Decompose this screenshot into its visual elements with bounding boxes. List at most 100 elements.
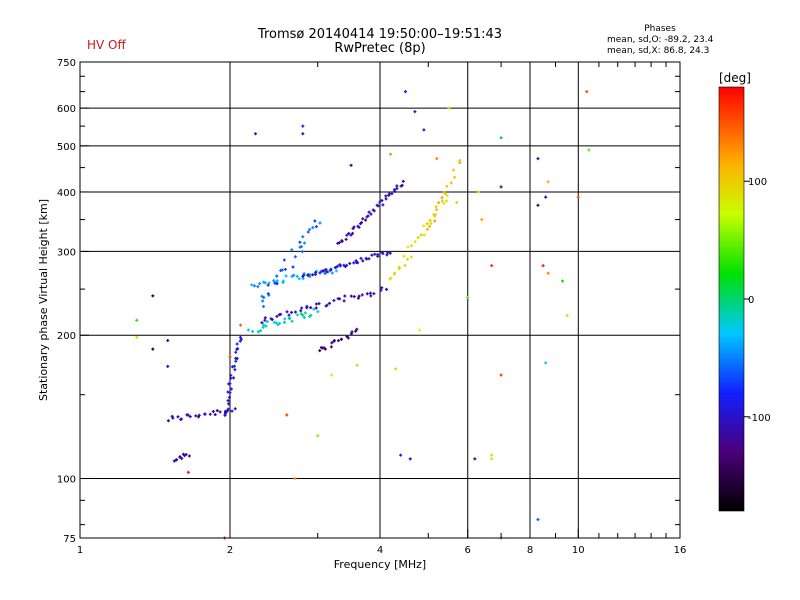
data-point bbox=[449, 181, 453, 185]
data-point bbox=[211, 410, 215, 414]
data-point bbox=[279, 312, 283, 316]
data-point bbox=[417, 235, 421, 239]
data-point bbox=[266, 283, 270, 287]
data-point bbox=[227, 395, 231, 399]
data-point bbox=[229, 387, 233, 391]
data-point bbox=[203, 412, 207, 416]
y-tick-label: 300 bbox=[57, 247, 76, 258]
colorbar-tick-label: -100 bbox=[748, 413, 771, 424]
data-point bbox=[499, 136, 503, 140]
data-point bbox=[166, 419, 170, 423]
data-point bbox=[536, 157, 540, 161]
data-point bbox=[338, 263, 342, 267]
data-point bbox=[405, 257, 409, 261]
data-point bbox=[309, 306, 313, 310]
data-point bbox=[330, 271, 334, 275]
data-point bbox=[433, 213, 437, 217]
data-point bbox=[308, 274, 312, 278]
x-tick-label: 1 bbox=[77, 545, 83, 556]
data-point bbox=[274, 321, 278, 325]
data-point bbox=[417, 328, 421, 332]
data-point bbox=[263, 316, 267, 320]
data-point bbox=[536, 518, 540, 522]
data-point bbox=[346, 336, 350, 340]
data-point bbox=[576, 195, 580, 199]
data-point bbox=[329, 345, 333, 349]
data-point bbox=[325, 270, 329, 274]
data-point bbox=[359, 256, 363, 260]
data-point bbox=[453, 175, 457, 179]
data-point bbox=[306, 230, 310, 234]
data-point bbox=[236, 347, 240, 351]
data-point bbox=[208, 412, 212, 416]
phase-x-stats: mean, sd,X: 86.8, 24.3 bbox=[607, 46, 709, 56]
data-point bbox=[361, 259, 365, 263]
data-point bbox=[234, 350, 238, 354]
data-point bbox=[232, 376, 236, 380]
data-point bbox=[451, 168, 455, 172]
data-point bbox=[228, 382, 232, 386]
data-point bbox=[379, 288, 383, 292]
data-point bbox=[275, 274, 279, 278]
data-point bbox=[187, 454, 191, 458]
data-point bbox=[305, 306, 309, 310]
data-point bbox=[355, 327, 359, 331]
data-point bbox=[419, 233, 423, 237]
data-point bbox=[264, 324, 268, 328]
colorbar-unit: [deg] bbox=[719, 71, 751, 85]
data-point bbox=[270, 317, 274, 321]
data-point bbox=[282, 258, 286, 262]
data-point bbox=[261, 299, 265, 303]
data-point bbox=[239, 323, 243, 327]
data-point bbox=[316, 310, 320, 314]
data-point bbox=[313, 219, 317, 223]
data-point bbox=[395, 186, 399, 190]
data-point bbox=[290, 319, 294, 323]
data-point bbox=[170, 414, 174, 418]
y-tick-label: 600 bbox=[57, 104, 76, 115]
data-point bbox=[325, 303, 329, 307]
data-point bbox=[251, 329, 255, 333]
data-point bbox=[561, 279, 565, 283]
data-point bbox=[262, 296, 266, 300]
data-point bbox=[422, 128, 426, 132]
data-point bbox=[413, 110, 417, 114]
x-axis-label: Frequency [MHz] bbox=[334, 558, 426, 571]
data-point bbox=[369, 294, 373, 298]
data-point bbox=[272, 279, 276, 283]
data-point bbox=[308, 227, 312, 231]
data-point bbox=[400, 183, 404, 187]
data-point bbox=[355, 363, 359, 367]
data-point bbox=[166, 338, 170, 342]
data-point bbox=[246, 328, 250, 332]
data-point bbox=[301, 235, 305, 239]
data-point bbox=[565, 314, 569, 318]
data-point bbox=[292, 273, 296, 277]
data-point bbox=[166, 364, 170, 368]
plot-grid bbox=[80, 62, 680, 538]
data-point bbox=[402, 254, 406, 258]
data-point bbox=[352, 225, 356, 229]
data-point bbox=[285, 413, 289, 417]
data-point bbox=[178, 455, 182, 459]
data-point bbox=[466, 296, 470, 300]
data-point bbox=[135, 318, 139, 322]
data-point bbox=[342, 299, 346, 303]
data-point bbox=[224, 410, 228, 414]
data-point bbox=[352, 261, 356, 265]
data-point bbox=[311, 273, 315, 277]
data-point bbox=[302, 316, 306, 320]
data-point bbox=[544, 361, 548, 365]
data-point bbox=[381, 251, 385, 255]
data-point bbox=[380, 286, 384, 290]
data-point bbox=[332, 299, 336, 303]
data-point bbox=[490, 457, 494, 461]
data-point bbox=[328, 301, 332, 305]
data-point bbox=[371, 208, 375, 212]
data-point bbox=[275, 314, 279, 318]
data-point bbox=[399, 453, 403, 457]
data-point bbox=[276, 323, 280, 327]
data-point bbox=[313, 272, 317, 276]
data-point bbox=[256, 285, 260, 289]
data-point bbox=[499, 185, 503, 189]
